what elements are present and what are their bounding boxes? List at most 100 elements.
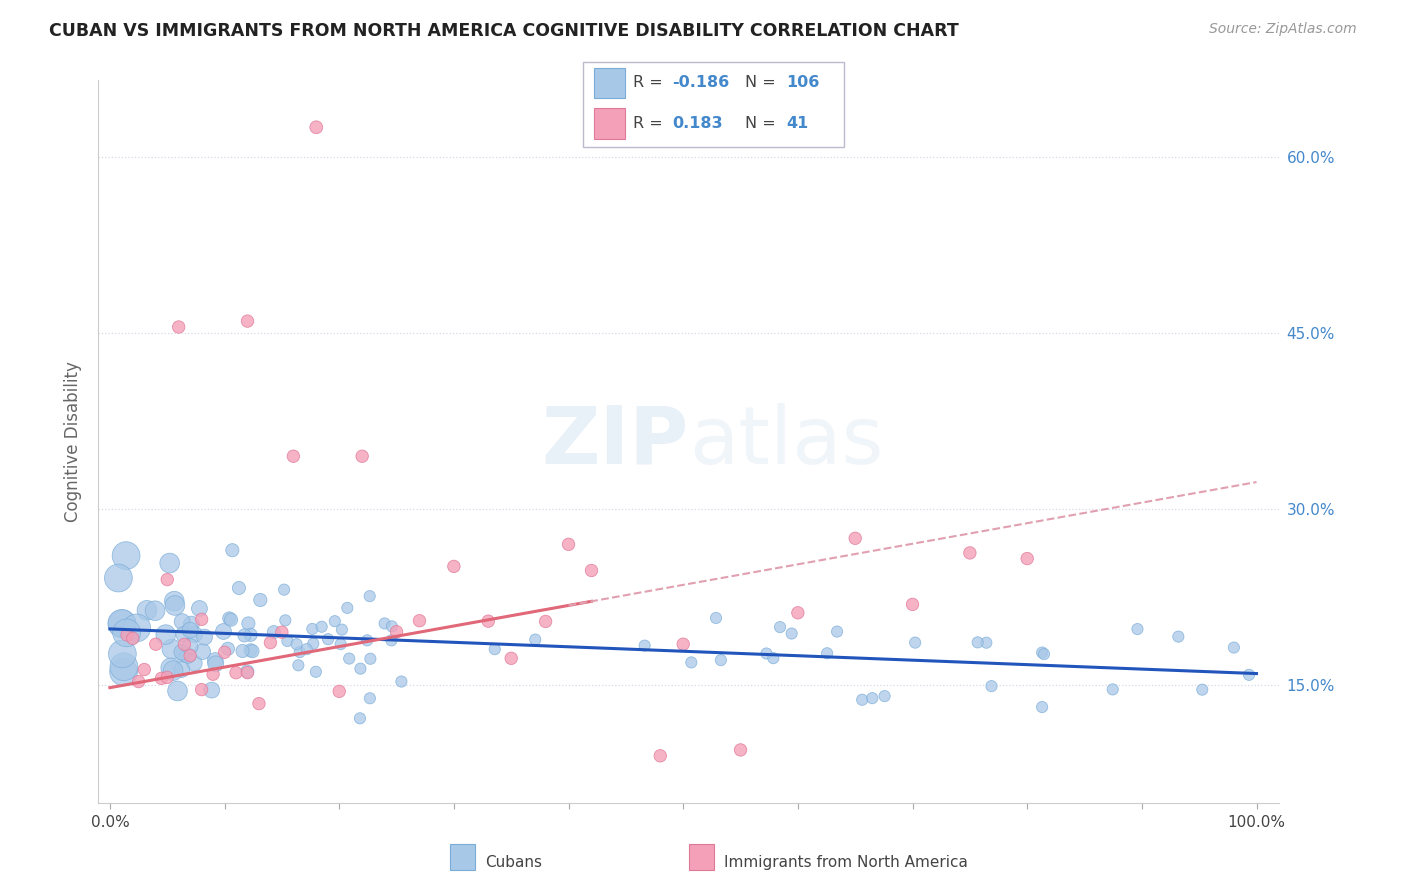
Point: [484, 642, 506, 657]
Point: [780, 626, 803, 640]
Point: [191, 644, 214, 658]
Point: [221, 543, 243, 558]
Bar: [593, 68, 626, 98]
Point: [170, 645, 193, 659]
Point: [302, 636, 325, 650]
Point: [311, 620, 333, 634]
Point: [159, 661, 181, 675]
Point: [228, 581, 250, 595]
Point: [107, 571, 129, 585]
Point: [172, 615, 194, 629]
Text: 106: 106: [786, 75, 820, 90]
Point: [179, 623, 201, 637]
Point: [249, 593, 271, 607]
Point: [236, 314, 259, 328]
Point: [170, 663, 193, 677]
Point: [121, 632, 143, 646]
Point: [115, 625, 138, 640]
Point: [328, 684, 350, 698]
Point: [219, 613, 242, 627]
Point: [145, 637, 167, 651]
Point: [336, 601, 359, 615]
Point: [557, 537, 579, 551]
Point: [238, 616, 260, 631]
Point: [143, 604, 166, 618]
Point: [305, 120, 328, 135]
Point: [134, 663, 156, 677]
Text: Cubans: Cubans: [485, 855, 543, 870]
Point: [976, 636, 998, 650]
Point: [323, 614, 346, 628]
Point: [167, 320, 190, 334]
Point: [672, 637, 695, 651]
Point: [273, 582, 295, 597]
Point: [112, 665, 135, 679]
Point: [212, 624, 235, 639]
Point: [135, 603, 157, 617]
Point: [380, 633, 402, 648]
Point: [115, 628, 138, 642]
Point: [786, 606, 808, 620]
Point: [163, 599, 186, 613]
Point: [183, 627, 205, 641]
Point: [477, 614, 499, 628]
Point: [112, 659, 135, 673]
Point: [1237, 668, 1260, 682]
Text: ZIP: ZIP: [541, 402, 689, 481]
Point: [150, 671, 173, 685]
Point: [274, 613, 297, 627]
Point: [247, 697, 270, 711]
Text: R =: R =: [633, 116, 668, 131]
Point: [901, 598, 924, 612]
Text: N =: N =: [745, 75, 780, 90]
Point: [180, 617, 202, 632]
Bar: [593, 108, 626, 139]
Point: [163, 594, 186, 608]
Point: [633, 639, 655, 653]
Point: [359, 589, 381, 603]
Point: [111, 616, 134, 631]
Point: [730, 743, 752, 757]
Point: [860, 691, 883, 706]
Point: [173, 627, 195, 641]
Point: [218, 611, 240, 625]
Point: [330, 623, 353, 637]
Point: [1126, 622, 1149, 636]
Point: [156, 573, 179, 587]
Point: [283, 449, 305, 463]
Point: [844, 531, 866, 545]
Point: [1031, 700, 1053, 714]
Point: [755, 647, 778, 661]
Point: [301, 622, 323, 636]
Text: R =: R =: [633, 75, 668, 90]
Text: 0.183: 0.183: [672, 116, 723, 131]
Point: [236, 665, 259, 680]
Point: [337, 651, 360, 665]
Point: [904, 635, 927, 649]
Point: [959, 546, 981, 560]
Point: [285, 637, 308, 651]
Point: [173, 647, 195, 661]
Point: [762, 651, 785, 665]
Point: [710, 653, 733, 667]
Point: [524, 632, 547, 647]
Point: [389, 674, 412, 689]
Text: Source: ZipAtlas.com: Source: ZipAtlas.com: [1209, 22, 1357, 37]
Text: N =: N =: [745, 116, 780, 131]
Point: [408, 614, 430, 628]
Point: [173, 637, 195, 651]
Point: [111, 616, 134, 631]
Text: atlas: atlas: [689, 402, 883, 481]
Point: [443, 559, 465, 574]
Point: [194, 630, 217, 644]
Point: [980, 679, 1002, 693]
Point: [966, 635, 988, 649]
Point: [295, 642, 318, 657]
Point: [374, 616, 396, 631]
Point: [217, 641, 239, 656]
Point: [276, 634, 298, 648]
Point: [650, 748, 672, 763]
Point: [681, 656, 703, 670]
Point: [501, 651, 523, 665]
Point: [1017, 551, 1039, 566]
